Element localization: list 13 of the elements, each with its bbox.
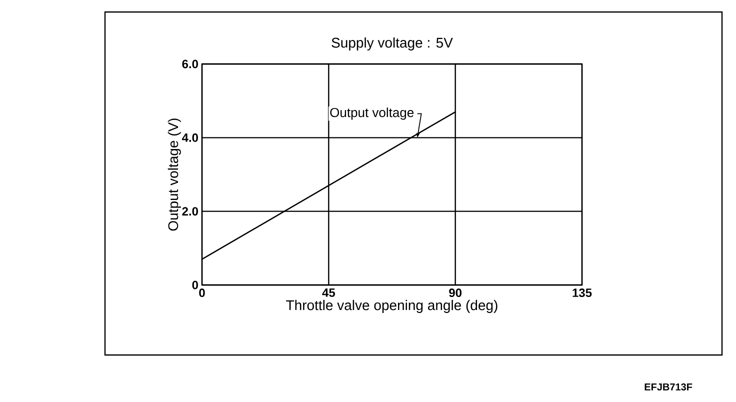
chart-title: Supply voltage : 5V (332, 37, 453, 50)
y-tick-label: 0 (192, 280, 198, 290)
text: EFJB713F (644, 383, 692, 390)
y-tick-label: 4.0 (182, 133, 198, 142)
x-tick-label: 0 (199, 288, 205, 298)
x-tick-label: 135 (572, 288, 592, 298)
y-tick-label: 6.0 (182, 60, 198, 68)
x-axis-title: Throttle valve opening angle (deg) (286, 300, 498, 313)
annotation: Output voltage (330, 108, 414, 120)
y-tick-label: 2.0 (182, 207, 198, 216)
x-tick-label: 45 (322, 288, 336, 297)
y-axis-title: Output voltage (V) (168, 118, 181, 231)
x-tick-label: 90 (449, 288, 462, 298)
